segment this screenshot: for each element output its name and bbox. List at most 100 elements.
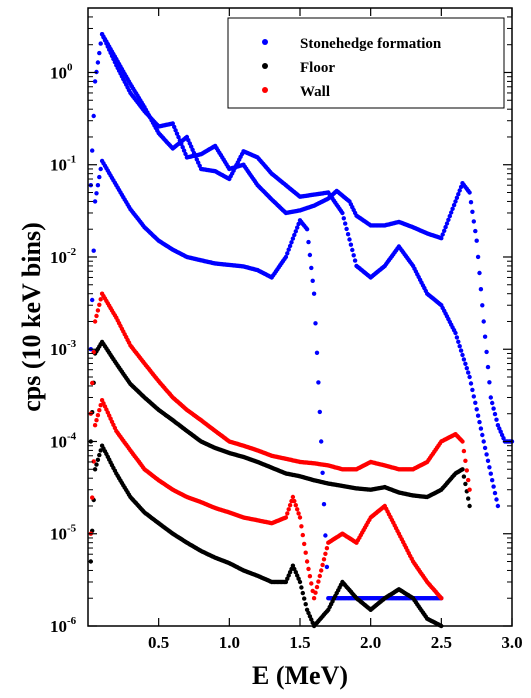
- data-point: [303, 602, 308, 607]
- data-point: [444, 221, 450, 226]
- data-point: [307, 252, 313, 258]
- data-point: [314, 350, 320, 355]
- data-point: [457, 188, 462, 193]
- data-point: [464, 468, 469, 473]
- data-point: [460, 467, 465, 472]
- data-point: [490, 478, 495, 483]
- data-point: [467, 374, 472, 380]
- data-point: [283, 515, 289, 520]
- data-point: [302, 541, 307, 547]
- data-point: [295, 507, 300, 512]
- data-point: [91, 113, 96, 119]
- data-point: [172, 124, 177, 130]
- data-point: [98, 297, 103, 302]
- data-point: [352, 258, 358, 263]
- data-point: [97, 408, 102, 413]
- data-point: [463, 458, 468, 463]
- data-point: [467, 503, 472, 509]
- data-point: [471, 394, 476, 399]
- data-point: [482, 334, 488, 339]
- data-point: [296, 576, 301, 581]
- data-point: [303, 550, 308, 555]
- legend: Stonehedge formation Floor Wall: [227, 17, 505, 109]
- data-point: [176, 134, 181, 140]
- data-point: [324, 546, 330, 551]
- data-point: [290, 563, 296, 568]
- data-point: [498, 429, 503, 434]
- data-point: [480, 303, 485, 308]
- data-point: [321, 557, 327, 562]
- data-point: [343, 221, 348, 226]
- data-point: [447, 213, 452, 219]
- data-point: [495, 503, 501, 509]
- data-point: [183, 151, 188, 157]
- series-stonehedge-formation: [99, 32, 501, 509]
- data-point: [317, 409, 322, 415]
- legend-label-floor: Floor: [300, 60, 335, 76]
- data-point: [319, 439, 324, 444]
- data-point: [319, 568, 324, 573]
- data-point: [501, 436, 506, 441]
- data-point: [466, 370, 471, 375]
- legend-marker-floor: [262, 63, 268, 69]
- data-point: [300, 532, 305, 538]
- data-point: [292, 232, 297, 238]
- data-point: [467, 190, 472, 195]
- data-point: [478, 426, 484, 431]
- data-point: [90, 148, 95, 153]
- data-point: [316, 380, 321, 385]
- legend-label-wall: Wall: [300, 84, 330, 100]
- data-point: [92, 79, 98, 84]
- data-point: [348, 242, 354, 247]
- y-tick-label: 10-6: [50, 615, 77, 636]
- data-point: [480, 432, 485, 438]
- data-point: [492, 411, 498, 417]
- data-point: [170, 121, 175, 126]
- data-point: [345, 232, 351, 237]
- data-point: [449, 210, 454, 215]
- data-point: [292, 498, 297, 504]
- data-point: [314, 584, 320, 590]
- series-layer: [88, 32, 515, 629]
- data-point: [451, 202, 457, 208]
- legend-marker-wall: [262, 87, 268, 93]
- data-point: [495, 423, 501, 428]
- data-point: [92, 199, 98, 204]
- data-point: [304, 559, 310, 564]
- legend-box: [227, 17, 505, 109]
- data-point: [311, 291, 317, 296]
- data-point: [471, 219, 476, 224]
- data-point: [468, 381, 474, 386]
- data-point: [321, 502, 327, 507]
- y-tick-label: 10-3: [50, 338, 77, 359]
- data-point: [323, 533, 328, 538]
- data-point: [474, 407, 479, 412]
- y-tick-label: 10-5: [50, 523, 77, 544]
- data-point: [285, 511, 290, 516]
- data-point: [94, 418, 99, 423]
- y-tick-label: 10-2: [50, 246, 77, 267]
- y-tick-label: 10-4: [50, 430, 77, 451]
- data-point: [311, 596, 317, 601]
- data-point: [97, 174, 102, 180]
- data-point: [466, 496, 471, 501]
- data-point: [304, 227, 310, 232]
- x-tick-label: 1.0: [219, 633, 240, 652]
- data-point: [484, 452, 489, 457]
- data-point: [306, 610, 311, 616]
- data-point: [485, 364, 491, 370]
- x-tick-label: 2.0: [360, 633, 381, 652]
- data-point: [95, 183, 101, 188]
- series-stonehedge-formation: [88, 32, 515, 444]
- x-axis: 0.5 1.0 1.5 2.0 2.5 3.0: [148, 8, 523, 652]
- data-point: [461, 357, 467, 362]
- data-point: [317, 573, 322, 579]
- data-point: [456, 339, 461, 344]
- data-point: [302, 596, 307, 601]
- data-point: [463, 481, 468, 487]
- data-point: [494, 417, 499, 422]
- data-point: [487, 380, 492, 385]
- series-floor: [88, 443, 444, 629]
- data-point: [95, 60, 101, 65]
